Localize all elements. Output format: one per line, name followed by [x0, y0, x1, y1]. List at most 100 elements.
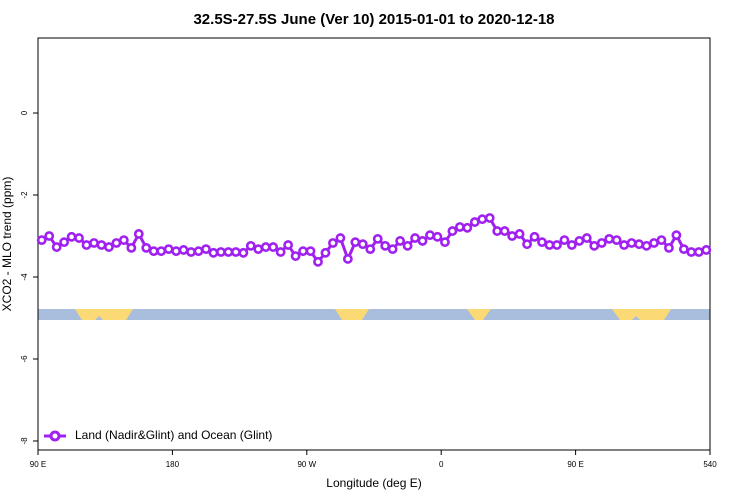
data-point [559, 235, 570, 246]
data-point [260, 242, 271, 252]
data-point [141, 242, 152, 253]
data-point [290, 251, 301, 261]
data-point [566, 240, 577, 250]
data-point [372, 233, 383, 244]
data-point [328, 238, 338, 248]
data-point [514, 229, 525, 239]
data-point [111, 238, 122, 248]
ocean-band [38, 309, 710, 320]
data-point [380, 240, 391, 251]
data-point [66, 231, 77, 242]
data-point [611, 235, 622, 246]
data-point [604, 233, 615, 244]
data-point [499, 226, 510, 236]
data-point [596, 238, 607, 248]
data-point [484, 213, 495, 223]
data-point [574, 236, 585, 246]
data-point [283, 240, 294, 250]
data-point [230, 247, 241, 257]
data-point [402, 240, 413, 251]
data-point [529, 231, 540, 242]
legend-label: Land (Nadir&Glint) and Ocean (Glint) [75, 428, 272, 442]
x-tick-label: 90 E [30, 460, 46, 469]
data-point [298, 246, 308, 257]
data-point [656, 235, 667, 246]
data-point [365, 244, 376, 255]
data-point [186, 247, 196, 257]
data-point [425, 230, 435, 241]
data-point [275, 247, 286, 257]
data-point [454, 222, 465, 232]
data-point [59, 237, 70, 248]
data-point [148, 246, 159, 257]
data-point [581, 233, 592, 243]
data-point [118, 235, 129, 246]
data-point [649, 238, 659, 248]
data-point [350, 237, 361, 248]
data-point [320, 247, 331, 258]
data-point [701, 245, 712, 255]
data-point [126, 242, 137, 253]
data-point [342, 254, 353, 264]
data-point [223, 247, 234, 257]
x-tick-label: 0 [439, 460, 444, 469]
data-point [208, 247, 219, 258]
land-band [612, 309, 671, 320]
land-band [467, 309, 491, 320]
legend-marker [49, 430, 61, 442]
data-point [664, 242, 674, 253]
x-tick-label: 180 [166, 460, 180, 469]
data-point [193, 246, 204, 257]
data-point [201, 244, 211, 255]
data-point [589, 240, 600, 251]
data-point [671, 230, 682, 241]
data-point [447, 226, 458, 236]
data-point [440, 237, 450, 248]
data-point [335, 233, 346, 243]
data-point [492, 226, 503, 236]
land-band [75, 309, 133, 320]
data-point [469, 217, 480, 227]
y-axis-label: XCO2 - MLO trend (ppm) [0, 177, 14, 312]
land-band [335, 309, 369, 320]
data-point [245, 240, 256, 251]
data-point [395, 236, 406, 246]
data-point [544, 240, 555, 250]
data-point [417, 236, 428, 246]
x-tick-label: 540 [703, 460, 717, 469]
data-point [305, 246, 316, 257]
data-point [268, 242, 279, 252]
y-tick-label: -4 [20, 273, 29, 281]
data-point [522, 239, 532, 250]
y-tick-label: -6 [20, 355, 29, 363]
data-point [626, 238, 637, 248]
data-point [313, 256, 323, 267]
data-point [357, 239, 368, 250]
data-point [36, 235, 47, 246]
x-axis-label: Longitude (deg E) [326, 476, 421, 490]
data-point [133, 229, 144, 239]
x-tick-label: 90 E [567, 460, 583, 469]
data-point [410, 233, 420, 243]
data-point [253, 244, 264, 255]
data-point [163, 244, 174, 255]
data-point [693, 247, 704, 257]
data-point [81, 240, 92, 250]
plot-frame [37, 37, 711, 451]
data-point [216, 247, 226, 257]
data-point [552, 240, 562, 250]
data-point [686, 247, 697, 257]
chart-title: 32.5S-27.5S June (Ver 10) 2015-01-01 to … [193, 11, 554, 28]
data-point [387, 244, 398, 255]
data-point [619, 240, 630, 250]
y-tick-label: -2 [20, 191, 29, 199]
data-point [462, 222, 473, 233]
data-point [104, 242, 114, 252]
legend: Land (Nadir&Glint) and Ocean (Glint) [44, 428, 272, 442]
y-tick-label: -8 [20, 437, 29, 445]
data-point [238, 247, 249, 258]
data-point [477, 214, 488, 225]
data-point [641, 240, 652, 251]
data-point [74, 233, 84, 243]
data-point [171, 246, 182, 257]
